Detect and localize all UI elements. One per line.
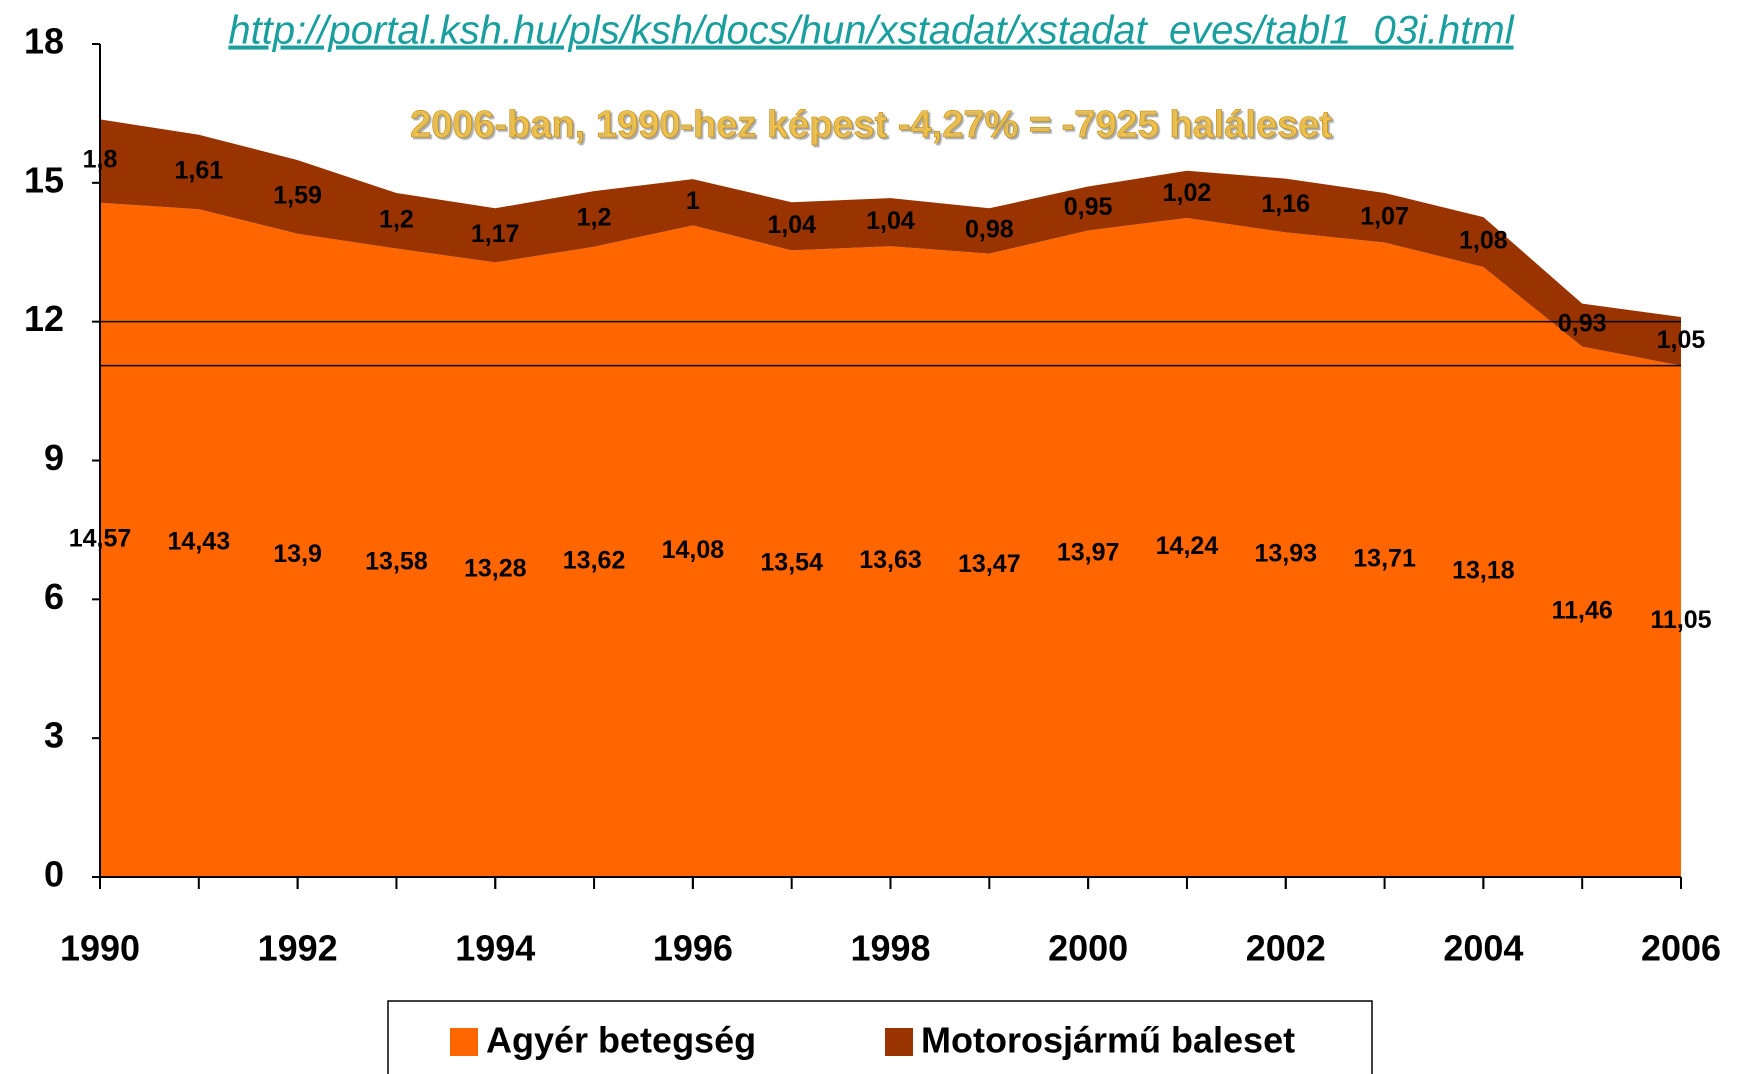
x-tick-label: 1996: [653, 928, 733, 969]
value-label: 1,17: [471, 220, 520, 248]
y-tick-label: 12: [24, 298, 64, 339]
legend-label: Motorosjármű baleset: [921, 1020, 1295, 1061]
value-label: 1,04: [767, 211, 816, 239]
value-label: 1,08: [1459, 227, 1508, 255]
y-tick-label: 18: [24, 21, 64, 62]
value-label: 13,71: [1353, 544, 1416, 572]
y-tick-label: 0: [44, 854, 64, 895]
value-label: 1,05: [1657, 326, 1706, 354]
x-tick-label: 2000: [1048, 928, 1128, 969]
legend-box: [387, 1000, 1373, 1074]
value-label: 1,2: [577, 204, 612, 232]
value-label: 1,04: [866, 207, 915, 235]
value-label: 1: [686, 187, 700, 215]
value-label: 1,07: [1360, 202, 1409, 230]
value-label: 13,62: [563, 546, 626, 574]
value-label: 1,16: [1261, 190, 1310, 218]
value-label: 1,61: [174, 157, 223, 185]
value-label: 14,08: [662, 536, 725, 564]
value-label: 14,43: [168, 528, 231, 556]
value-label: 0,93: [1558, 310, 1607, 338]
x-tick-label: 1990: [60, 928, 140, 969]
y-tick-label: 3: [44, 715, 64, 756]
value-label: 0,95: [1064, 193, 1113, 221]
value-label: 13,54: [760, 548, 823, 576]
value-label: 13,93: [1254, 539, 1317, 567]
area: [100, 119, 1681, 366]
y-tick-label: 15: [24, 159, 64, 200]
value-label: 0,98: [965, 216, 1014, 244]
value-label: 13,97: [1057, 538, 1120, 566]
value-label: 13,18: [1452, 557, 1515, 585]
legend-swatch: [885, 1028, 913, 1056]
value-label: 1,02: [1163, 179, 1212, 207]
x-tick-label: 2004: [1443, 928, 1523, 969]
x-tick-label: 2006: [1641, 928, 1721, 969]
value-label: 13,58: [365, 547, 428, 575]
legend-label: Agyér betegség: [486, 1020, 756, 1061]
legend-swatch: [450, 1028, 478, 1056]
value-label: 13,47: [958, 550, 1021, 578]
annotation: 2006-ban, 1990-hez képest -4,27% = -7925…: [410, 104, 1332, 146]
y-tick-label: 9: [44, 437, 64, 478]
x-tick-label: 2002: [1246, 928, 1326, 969]
value-label: 13,9: [273, 540, 322, 568]
value-label: 11,05: [1650, 606, 1711, 634]
value-label: 13,63: [859, 546, 922, 574]
x-tick-label: 1994: [455, 928, 535, 969]
value-label: 13,28: [464, 554, 527, 582]
x-tick-label: 1998: [850, 928, 930, 969]
value-label: 1,59: [273, 182, 322, 210]
x-tick-label: 1992: [258, 928, 338, 969]
value-label: 1,2: [379, 205, 414, 233]
area: [100, 202, 1681, 877]
source-url: http://portal.ksh.hu/pls/ksh/docs/hun/xs…: [228, 9, 1514, 53]
value-label: 14,24: [1156, 532, 1219, 560]
areas: [100, 119, 1681, 877]
value-label: 11,46: [1552, 596, 1613, 624]
y-tick-label: 6: [44, 576, 64, 617]
